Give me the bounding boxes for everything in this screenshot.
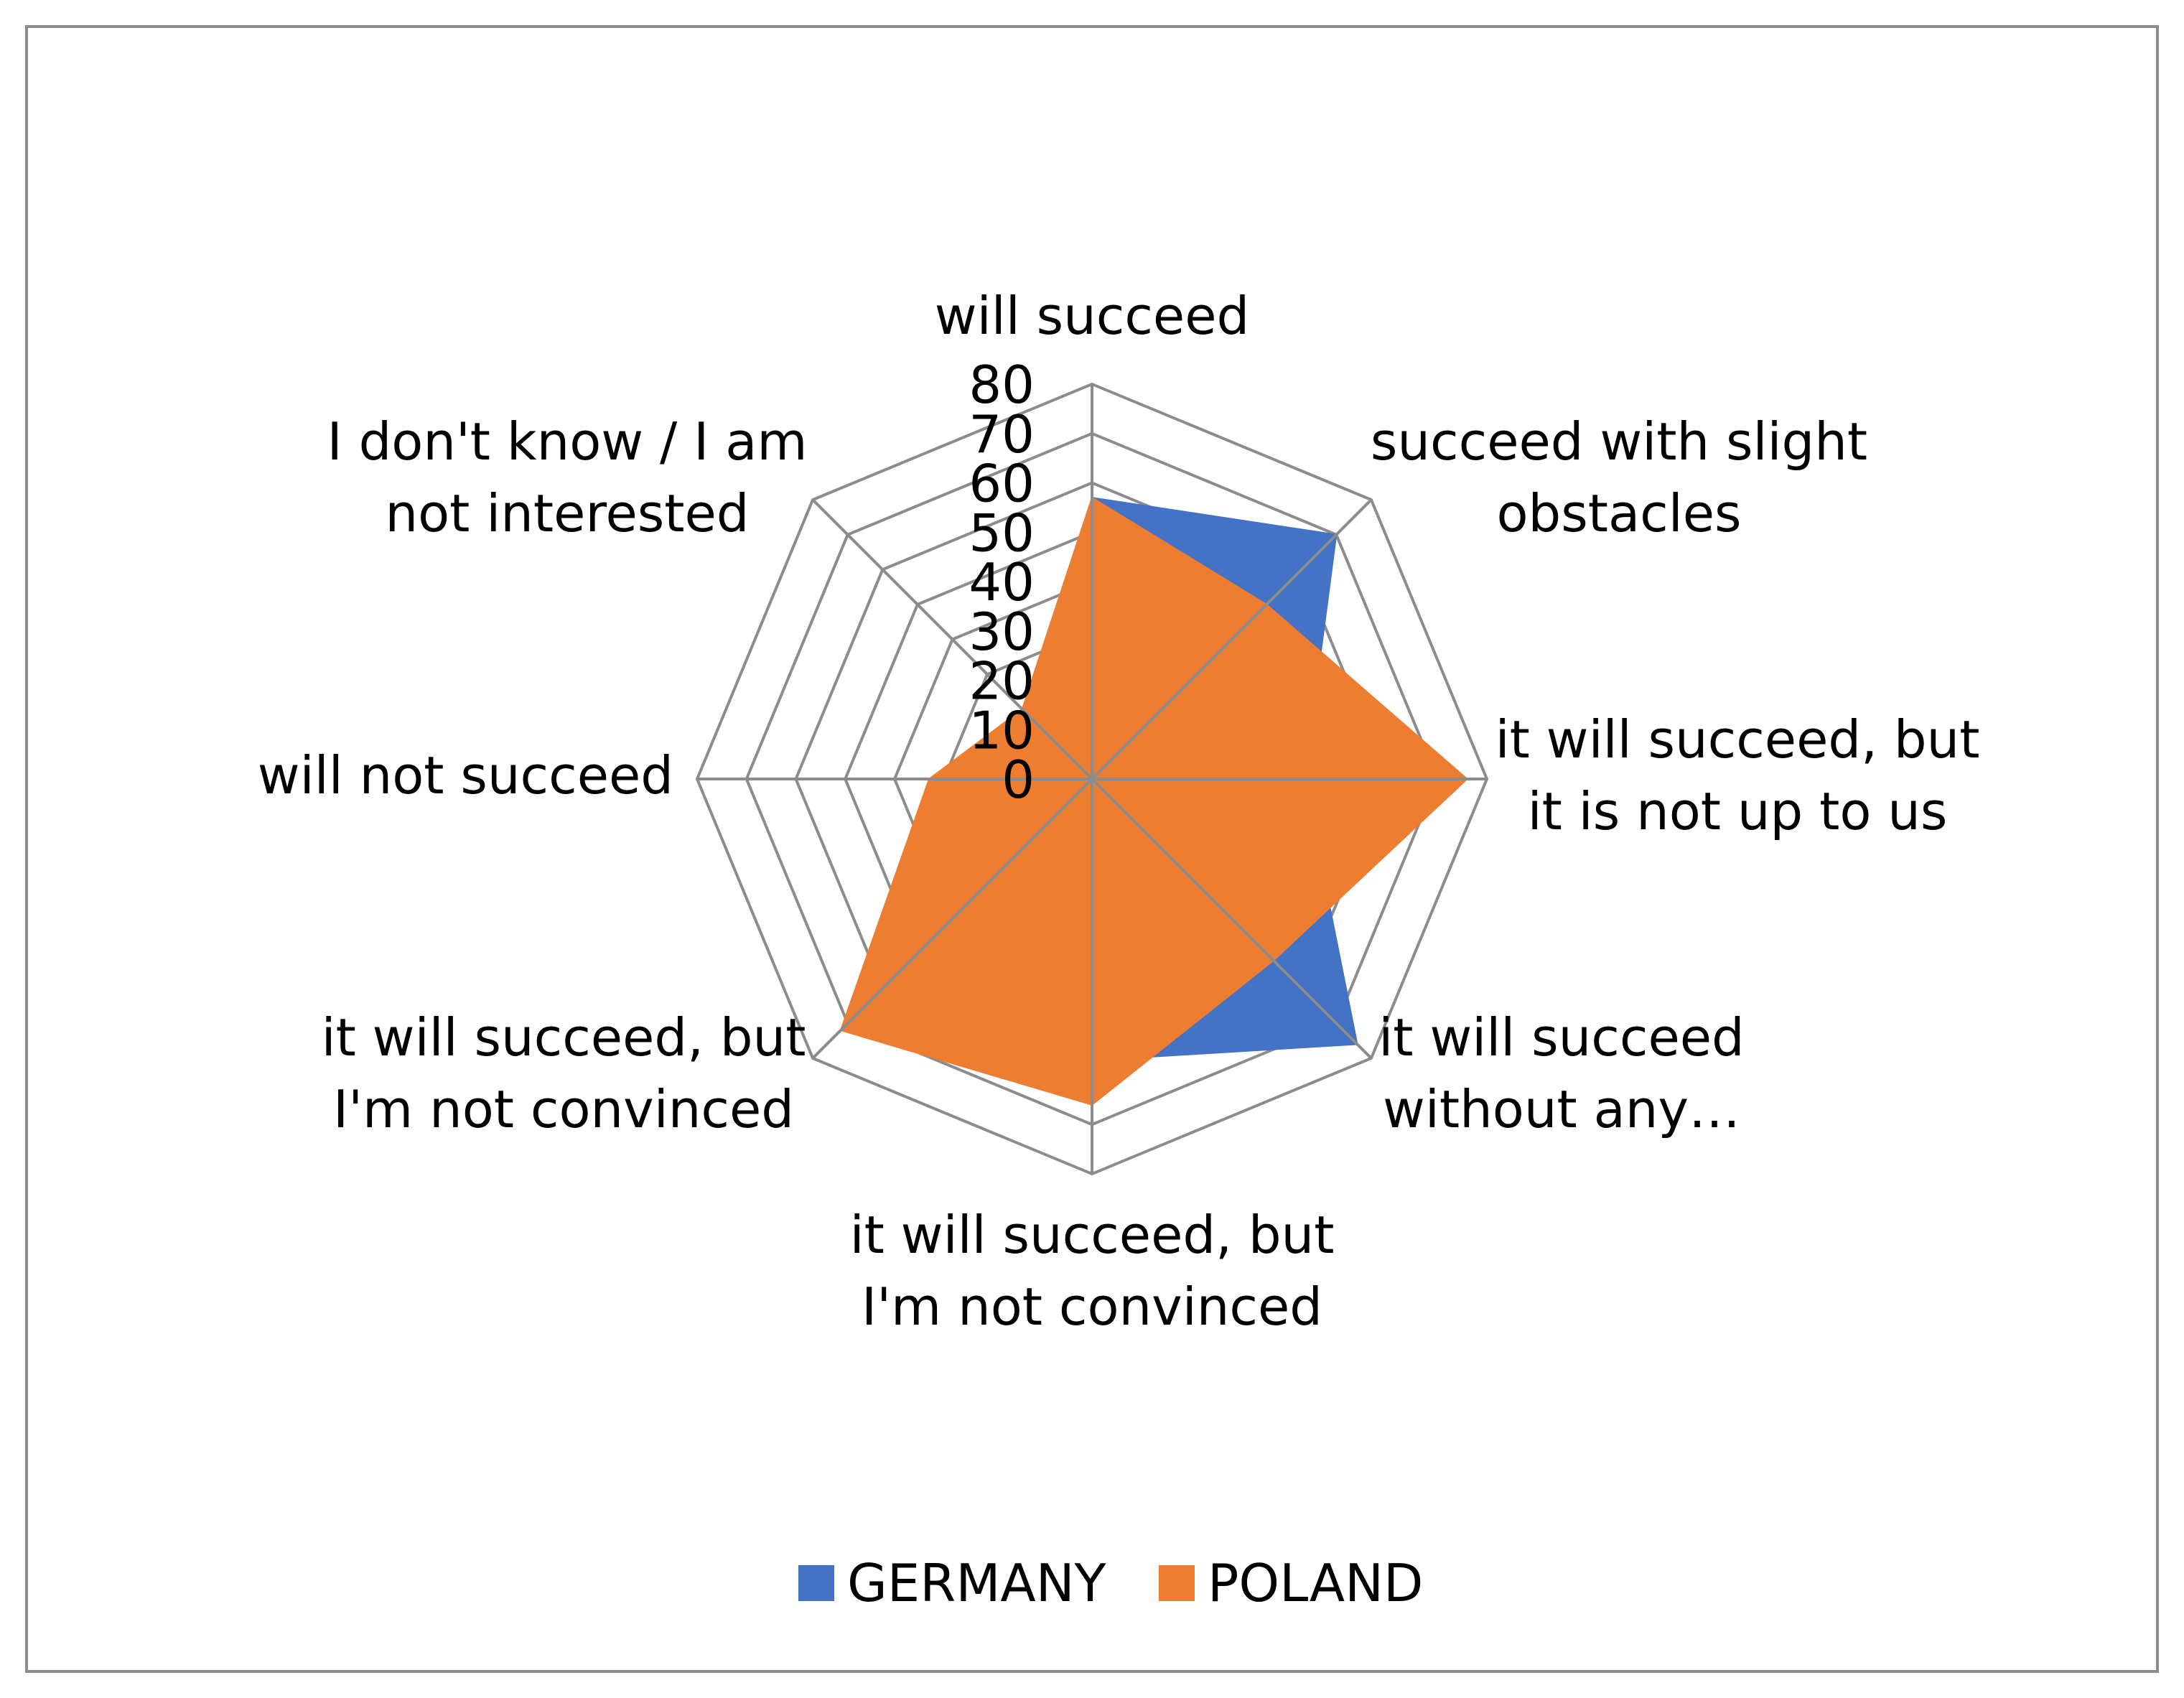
category-label: succeed with slight bbox=[1371, 411, 1867, 472]
tick-label: 30 bbox=[969, 602, 1035, 662]
legend-swatch-germany bbox=[798, 1565, 834, 1601]
tick-label: 60 bbox=[969, 454, 1035, 514]
category-label: I'm not convinced bbox=[862, 1277, 1322, 1337]
category-label: it is not up to us bbox=[1528, 781, 1948, 841]
legend: GERMANY POLAND bbox=[798, 1553, 1423, 1613]
category-labels: will succeed succeed with slight obstacles… bbox=[258, 286, 1980, 1337]
category-label: I'm not convinced bbox=[333, 1079, 794, 1139]
category-label: it will succeed bbox=[1378, 1007, 1745, 1068]
category-label: it will succeed, but bbox=[322, 1007, 806, 1068]
tick-label: 70 bbox=[969, 404, 1035, 465]
axis-spoke bbox=[811, 778, 1093, 1060]
tick-label: 20 bbox=[969, 651, 1035, 712]
series-area-poland bbox=[839, 496, 1468, 1106]
tick-label: 40 bbox=[969, 552, 1035, 612]
axis-spoke bbox=[1091, 498, 1373, 780]
category-label: will succeed bbox=[935, 286, 1249, 346]
category-label: without any… bbox=[1383, 1079, 1740, 1139]
category-label: not interested bbox=[385, 483, 749, 544]
category-label: will not succeed bbox=[258, 745, 673, 806]
category-label: obstacles bbox=[1496, 483, 1741, 544]
tick-label: 80 bbox=[969, 355, 1035, 415]
tick-label: 10 bbox=[969, 700, 1035, 760]
category-label: it will succeed, but bbox=[850, 1205, 1335, 1265]
radar-series bbox=[697, 384, 1487, 1174]
tick-label: 0 bbox=[1002, 750, 1035, 810]
legend-label-germany: GERMANY bbox=[847, 1553, 1107, 1613]
axis-spoke bbox=[811, 498, 1093, 780]
legend-label-poland: POLAND bbox=[1208, 1553, 1423, 1613]
tick-label: 50 bbox=[969, 503, 1035, 563]
legend-swatch-poland bbox=[1159, 1565, 1195, 1601]
axis-spoke bbox=[1091, 778, 1373, 1060]
category-label: it will succeed, but bbox=[1495, 709, 1980, 770]
category-label: I don't know / I am bbox=[327, 411, 807, 472]
